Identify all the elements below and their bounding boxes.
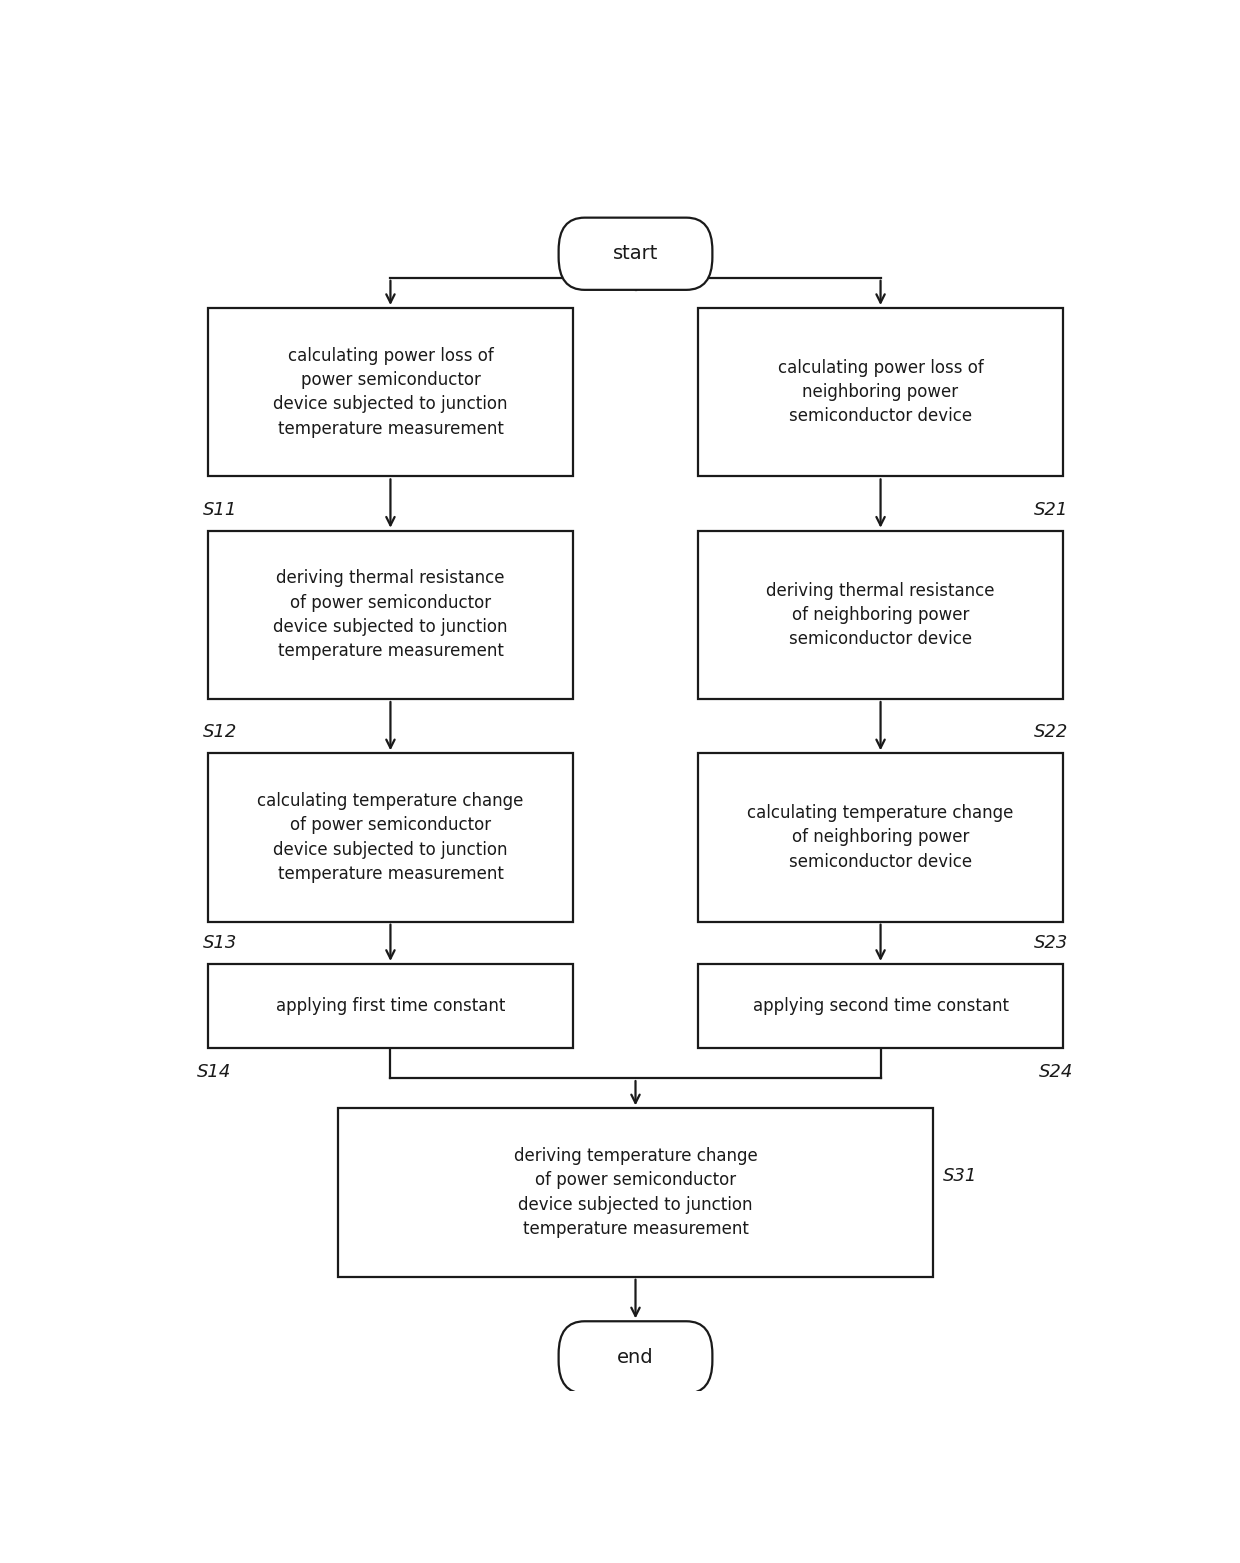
FancyBboxPatch shape [208,753,573,922]
Text: S24: S24 [1039,1063,1074,1080]
FancyBboxPatch shape [698,530,1063,699]
FancyBboxPatch shape [558,1321,712,1394]
Text: S22: S22 [1034,724,1068,741]
Text: calculating power loss of
power semiconductor
device subjected to junction
tempe: calculating power loss of power semicond… [273,347,507,438]
FancyBboxPatch shape [208,530,573,699]
Text: S14: S14 [197,1063,232,1080]
Text: start: start [613,244,658,263]
Text: deriving thermal resistance
of neighboring power
semiconductor device: deriving thermal resistance of neighbori… [766,581,994,649]
Text: end: end [618,1347,653,1368]
Text: applying first time constant: applying first time constant [275,997,505,1014]
Text: deriving temperature change
of power semiconductor
device subjected to junction
: deriving temperature change of power sem… [513,1147,758,1238]
Text: S21: S21 [1034,500,1068,519]
Text: S13: S13 [203,933,237,952]
Text: S31: S31 [944,1166,977,1185]
FancyBboxPatch shape [558,217,712,289]
FancyBboxPatch shape [337,1108,934,1277]
FancyBboxPatch shape [208,964,573,1049]
Text: deriving thermal resistance
of power semiconductor
device subjected to junction
: deriving thermal resistance of power sem… [273,569,507,660]
Text: S12: S12 [203,724,237,741]
FancyBboxPatch shape [698,308,1063,477]
Text: applying second time constant: applying second time constant [753,997,1008,1014]
Text: S23: S23 [1034,933,1068,952]
FancyBboxPatch shape [208,308,573,477]
Text: calculating temperature change
of power semiconductor
device subjected to juncti: calculating temperature change of power … [257,792,523,883]
Text: S11: S11 [203,500,237,519]
Text: calculating power loss of
neighboring power
semiconductor device: calculating power loss of neighboring po… [777,359,983,425]
FancyBboxPatch shape [698,964,1063,1049]
Text: calculating temperature change
of neighboring power
semiconductor device: calculating temperature change of neighb… [748,803,1014,871]
FancyBboxPatch shape [698,753,1063,922]
